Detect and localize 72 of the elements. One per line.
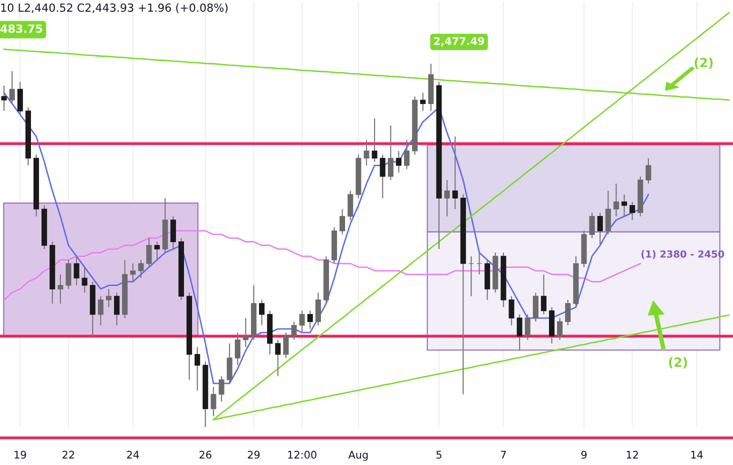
candlestick	[315, 292, 321, 326]
candlestick	[380, 154, 386, 199]
candlestick	[452, 136, 458, 210]
candlestick	[444, 179, 450, 217]
x-tick-label: 19	[14, 450, 26, 459]
candlestick	[291, 321, 297, 340]
candlestick	[396, 150, 402, 174]
x-tick-label: 14	[691, 450, 703, 459]
x-tick-label: 26	[200, 450, 212, 459]
candlestick	[516, 314, 522, 352]
candlestick	[372, 118, 378, 162]
candlestick	[17, 81, 23, 116]
text: 10 L2,440.52 C2,443.93 +1.96 (+0.08%)	[1, 3, 228, 14]
candlestick	[98, 296, 104, 326]
annotation: (2)	[669, 357, 688, 368]
x-tick-label: 12	[626, 450, 638, 459]
candlestick	[9, 70, 15, 104]
candlestick	[106, 288, 112, 308]
candlestick	[613, 183, 619, 217]
candlestick	[646, 158, 652, 184]
candlestick	[259, 299, 265, 326]
candlestick	[476, 252, 482, 275]
candlestick	[364, 139, 370, 166]
candlestick	[242, 317, 248, 348]
candlestick	[388, 124, 394, 181]
candlestick	[307, 310, 313, 330]
candlestick	[532, 292, 538, 322]
text: 2,477.49	[434, 37, 484, 46]
candlestick	[275, 339, 281, 377]
candlestick	[146, 238, 152, 268]
candlestick	[524, 314, 530, 340]
candlestick	[138, 259, 144, 279]
x-tick-label: Aug	[348, 450, 368, 461]
candlestick	[74, 256, 80, 286]
candlestick	[605, 190, 611, 236]
candlestick	[226, 342, 232, 384]
candlestick	[283, 332, 289, 359]
candlestick	[66, 259, 72, 290]
candlestick	[58, 274, 64, 304]
candlestick	[340, 208, 346, 236]
candlestick	[130, 262, 136, 282]
candlestick	[348, 190, 354, 221]
candlestick	[114, 292, 120, 326]
annotation: (2)	[694, 58, 713, 69]
candlestick	[508, 296, 514, 326]
text: 483.75	[0, 24, 42, 33]
x-tick-label: 9	[581, 450, 587, 459]
candlestick	[210, 386, 216, 417]
x-tick-label: 5	[436, 450, 442, 459]
candlestick	[597, 212, 603, 246]
candlestick	[404, 139, 410, 170]
candlestick	[565, 299, 571, 326]
candlestick	[540, 274, 546, 315]
candlestick	[1, 84, 7, 112]
candlestick	[82, 266, 88, 294]
candlestick	[630, 201, 636, 221]
x-tick-label: 24	[127, 450, 139, 459]
candlestick	[621, 194, 628, 217]
x-tick-label: 12:00	[288, 450, 316, 459]
x-tick-label: 7	[500, 450, 506, 459]
x-tick-label: 29	[248, 450, 260, 459]
candlestick	[557, 317, 563, 340]
candlestick	[299, 310, 305, 334]
candlestick	[234, 332, 240, 366]
candlestick	[468, 256, 474, 297]
x-tick-label: 22	[62, 450, 74, 459]
candlestick	[420, 92, 426, 112]
candlestick	[154, 241, 160, 260]
candlestick	[194, 346, 200, 392]
candlestick	[170, 216, 176, 250]
candlestick	[218, 376, 224, 402]
candlestick	[589, 212, 595, 239]
